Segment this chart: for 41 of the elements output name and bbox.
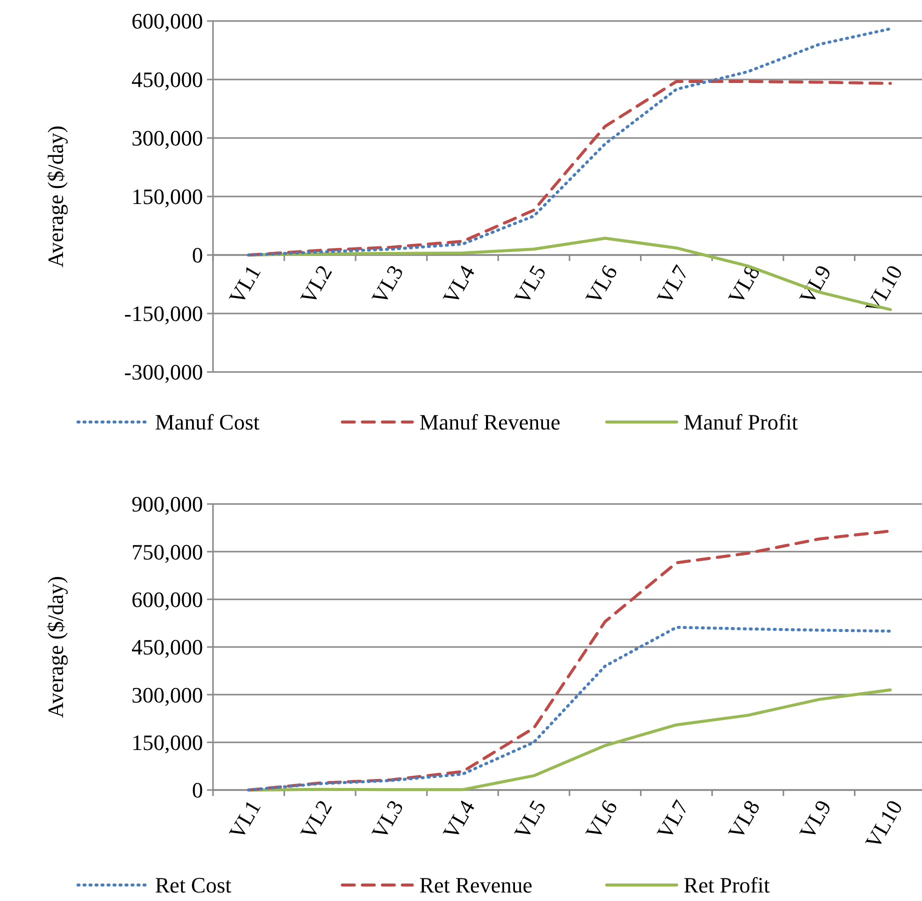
legend-label: Manuf Cost xyxy=(155,410,260,435)
x-tick-label: VL5 xyxy=(509,260,551,308)
x-tick-label: VL5 xyxy=(509,796,551,844)
x-tick-label: VL3 xyxy=(366,260,408,308)
y-tick-label: -300,000 xyxy=(124,360,203,385)
y-tick-label: 900,000 xyxy=(132,492,203,517)
y-tick-label: -150,000 xyxy=(124,301,203,326)
y-tick-label: 150,000 xyxy=(132,730,203,756)
x-tick-label: VL9 xyxy=(794,260,836,308)
legend-label: Ret Profit xyxy=(684,872,770,898)
x-tick-label: VL6 xyxy=(580,796,622,844)
y-tick-label: 0 xyxy=(192,778,203,803)
x-tick-label: VL8 xyxy=(722,796,765,844)
x-tick-label: VL1 xyxy=(224,260,266,308)
x-tick-label: VL6 xyxy=(580,260,622,308)
y-tick-label: 450,000 xyxy=(132,67,203,92)
y-tick-label: 600,000 xyxy=(132,8,203,34)
x-tick-label: VL1 xyxy=(224,796,266,844)
x-tick-label: VL7 xyxy=(652,260,694,308)
x-tick-label: VL7 xyxy=(652,796,694,844)
x-tick-label: VL3 xyxy=(366,796,408,844)
y-tick-label: 0 xyxy=(192,242,203,268)
y-tick-label: 600,000 xyxy=(132,587,203,612)
x-tick-label: VL2 xyxy=(295,260,337,308)
y-tick-label: 450,000 xyxy=(132,634,203,660)
x-tick-label: VL4 xyxy=(438,260,480,308)
legend-label: Ret Cost xyxy=(155,872,232,898)
y-axis-title: Average ($/day) xyxy=(43,126,68,268)
line-series xyxy=(247,626,892,792)
x-tick-label: VL9 xyxy=(794,796,836,844)
y-tick-label: 150,000 xyxy=(132,184,203,210)
legend-label: Manuf Revenue xyxy=(419,410,560,435)
y-tick-label: 750,000 xyxy=(132,539,203,564)
legend-label: Manuf Profit xyxy=(684,410,798,435)
y-tick-label: 300,000 xyxy=(132,682,203,708)
x-tick-label: VL2 xyxy=(295,796,337,844)
x-tick-label: VL4 xyxy=(438,796,480,844)
y-tick-label: 300,000 xyxy=(132,126,203,151)
line-series xyxy=(247,27,892,256)
y-axis-title: Average ($/day) xyxy=(43,576,68,718)
legend-label: Ret Revenue xyxy=(419,872,532,898)
